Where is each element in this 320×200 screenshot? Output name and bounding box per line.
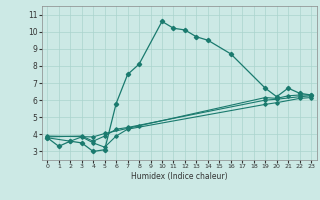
X-axis label: Humidex (Indice chaleur): Humidex (Indice chaleur) [131,172,228,181]
